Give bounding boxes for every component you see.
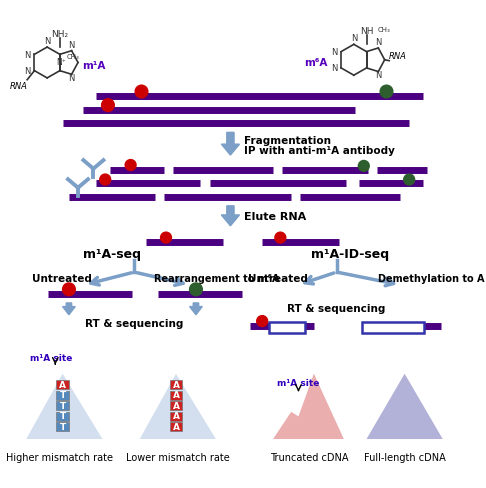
FancyBboxPatch shape: [362, 323, 424, 333]
Text: m¹A-seq: m¹A-seq: [83, 247, 140, 260]
FancyBboxPatch shape: [56, 412, 69, 421]
Polygon shape: [63, 304, 75, 315]
Text: Untreated: Untreated: [248, 274, 308, 284]
Text: A: A: [173, 390, 179, 400]
Text: Demethylation to A: Demethylation to A: [378, 274, 484, 284]
Circle shape: [135, 86, 148, 99]
Circle shape: [275, 233, 286, 244]
Text: T: T: [59, 390, 66, 400]
Text: A: A: [173, 422, 179, 431]
Text: T: T: [59, 412, 66, 421]
FancyBboxPatch shape: [170, 380, 182, 389]
Text: A: A: [59, 380, 66, 389]
Text: Elute RNA: Elute RNA: [244, 211, 306, 222]
Text: N: N: [330, 48, 337, 57]
Text: m¹A site: m¹A site: [31, 353, 73, 362]
Circle shape: [190, 284, 202, 296]
FancyBboxPatch shape: [269, 323, 305, 333]
Text: N: N: [69, 41, 75, 50]
Text: Lower mismatch rate: Lower mismatch rate: [126, 452, 230, 462]
Text: NH₂: NH₂: [52, 30, 69, 39]
Text: m¹A: m¹A: [83, 61, 106, 71]
Text: RNA: RNA: [388, 52, 406, 61]
Text: N: N: [24, 67, 30, 76]
Text: N: N: [24, 51, 30, 60]
Text: Truncated cDNA: Truncated cDNA: [270, 452, 348, 462]
Text: N: N: [350, 35, 357, 43]
Text: N: N: [330, 64, 337, 73]
Text: IP with anti-m¹A antibody: IP with anti-m¹A antibody: [244, 146, 395, 156]
Circle shape: [100, 175, 111, 185]
Text: m¹A-ID-seq: m¹A-ID-seq: [311, 247, 389, 260]
FancyBboxPatch shape: [170, 412, 182, 421]
Text: Higher mismatch rate: Higher mismatch rate: [6, 452, 113, 462]
Circle shape: [125, 160, 136, 171]
FancyBboxPatch shape: [170, 422, 182, 431]
Text: A: A: [173, 412, 179, 421]
Circle shape: [404, 175, 415, 185]
Text: CH₃: CH₃: [378, 27, 390, 33]
Polygon shape: [26, 374, 103, 439]
Polygon shape: [366, 374, 443, 439]
Text: RNA: RNA: [10, 81, 28, 90]
Polygon shape: [190, 304, 202, 315]
Text: A: A: [173, 380, 179, 389]
Polygon shape: [273, 374, 344, 439]
Text: N: N: [69, 73, 75, 82]
Circle shape: [380, 86, 393, 99]
Polygon shape: [139, 374, 216, 439]
Text: N: N: [375, 38, 382, 47]
Text: T: T: [59, 422, 66, 431]
Text: CH₃: CH₃: [67, 54, 80, 60]
Circle shape: [63, 284, 75, 296]
Text: N⁺: N⁺: [57, 58, 67, 67]
Circle shape: [257, 316, 268, 327]
FancyBboxPatch shape: [56, 422, 69, 431]
Text: NH: NH: [360, 27, 373, 36]
FancyBboxPatch shape: [56, 401, 69, 410]
Polygon shape: [221, 133, 240, 156]
FancyBboxPatch shape: [170, 391, 182, 400]
Text: A: A: [173, 401, 179, 410]
Text: Full-length cDNA: Full-length cDNA: [364, 452, 446, 462]
Circle shape: [358, 161, 369, 172]
FancyBboxPatch shape: [56, 391, 69, 400]
Text: N: N: [375, 71, 382, 80]
Circle shape: [160, 233, 172, 244]
FancyBboxPatch shape: [56, 380, 69, 389]
Text: T: T: [59, 401, 66, 410]
Text: m⁶A: m⁶A: [304, 59, 328, 68]
Circle shape: [102, 100, 114, 112]
Polygon shape: [221, 206, 240, 226]
Text: m¹A site: m¹A site: [278, 379, 320, 387]
Text: RT & sequencing: RT & sequencing: [85, 318, 183, 328]
Text: RT & sequencing: RT & sequencing: [287, 304, 386, 314]
Text: Fragmentation: Fragmentation: [244, 135, 331, 145]
Text: N: N: [44, 37, 51, 46]
Text: Untreated: Untreated: [32, 274, 91, 284]
FancyBboxPatch shape: [170, 401, 182, 410]
Text: Rearrangement to m⁶A: Rearrangement to m⁶A: [154, 274, 279, 284]
